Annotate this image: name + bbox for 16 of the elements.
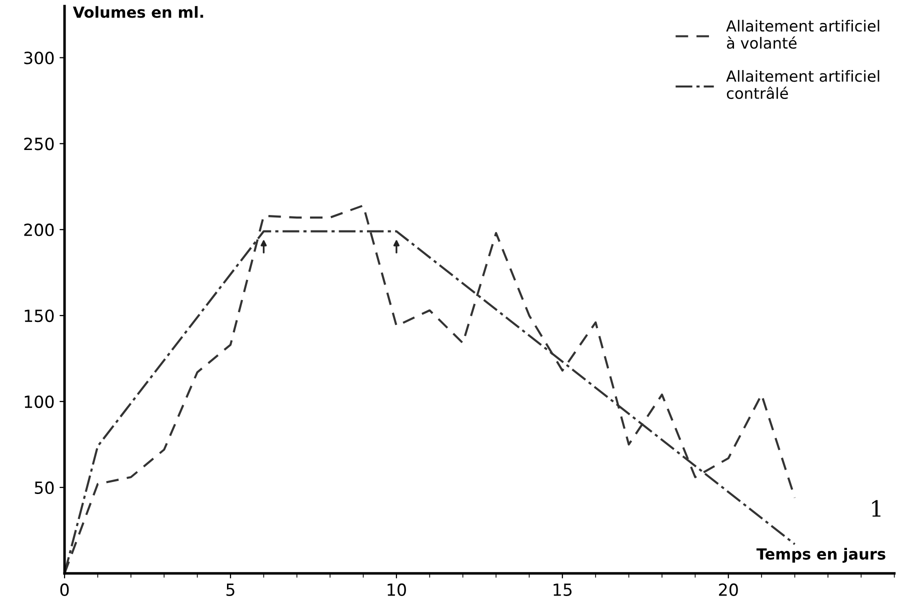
x-axis-title: Temps en jaurs <box>756 548 886 563</box>
legend-label: Allaitement artificiel contrâlé <box>726 70 880 100</box>
y-tick-label: 300 <box>24 52 54 64</box>
x-tick-label: 10 <box>388 583 406 596</box>
y-tick-label: 150 <box>24 310 54 322</box>
y-axis-title: Volumes en ml. <box>72 6 204 18</box>
y-tick-label: 50 <box>34 481 54 494</box>
x-tick-label: 15 <box>554 584 572 596</box>
x-tick-label: 5 <box>226 584 234 596</box>
y-tick-label: 200 <box>24 224 54 236</box>
x-tick-label: 20 <box>718 583 738 596</box>
annotation: 1 <box>872 500 880 517</box>
y-tick-label: 100 <box>24 395 54 408</box>
x-tick-label: 0 <box>60 583 69 596</box>
legend-label: Allaitement artificiel à volanté <box>726 20 880 49</box>
y-tick-label: 250 <box>24 138 54 150</box>
